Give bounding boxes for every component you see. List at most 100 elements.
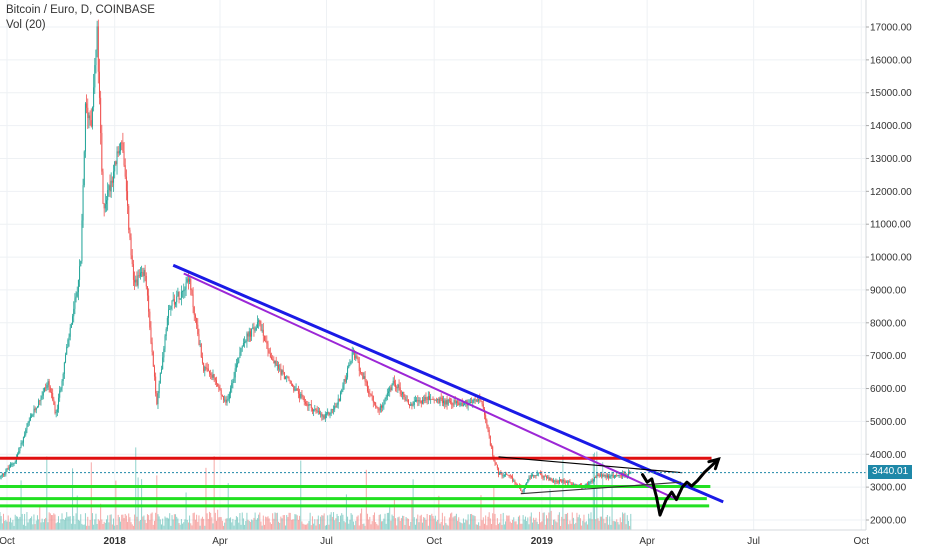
volume-bar xyxy=(498,523,500,530)
volume-bar xyxy=(348,523,350,530)
candle-body xyxy=(189,278,191,282)
candle-body xyxy=(481,400,483,405)
candle-body xyxy=(135,279,137,283)
volume-bar xyxy=(494,513,496,530)
candle-body xyxy=(240,347,242,353)
candle-body xyxy=(45,387,47,389)
candle-body xyxy=(471,402,473,404)
candle-body xyxy=(223,395,225,400)
volume-bar xyxy=(520,523,522,530)
volume-bar xyxy=(516,524,518,530)
candle-body xyxy=(79,266,81,281)
candle-body xyxy=(55,412,57,414)
candle-body xyxy=(130,237,132,256)
candle-body xyxy=(558,479,560,483)
volume-bar xyxy=(572,517,574,530)
volume-bar xyxy=(101,519,103,530)
volume-bar xyxy=(409,525,411,530)
volume-bar xyxy=(245,520,247,530)
volume-bar xyxy=(459,521,461,530)
candle-body xyxy=(472,399,474,403)
volume-bar xyxy=(241,512,243,530)
volume-bar xyxy=(260,521,262,530)
candle-body xyxy=(445,400,447,405)
volume-bar xyxy=(586,524,588,530)
volume-bar xyxy=(361,508,363,530)
volume-bar xyxy=(351,514,353,530)
candle-body xyxy=(156,393,158,405)
candle-body xyxy=(381,405,383,408)
candle-body xyxy=(341,390,343,393)
candle-body xyxy=(127,191,129,206)
candle-body xyxy=(423,399,425,401)
candle-body xyxy=(283,372,285,380)
candle-body xyxy=(274,360,276,364)
volume-bar xyxy=(304,524,306,530)
candle-body xyxy=(123,151,125,166)
price-tick-label: 7000.00 xyxy=(870,351,907,362)
volume-bar xyxy=(61,513,63,530)
candle-body xyxy=(528,477,530,480)
volume-bar xyxy=(447,525,449,530)
time-tick-label: Apr xyxy=(639,536,655,547)
candle-body xyxy=(508,475,510,476)
chart-title: Bitcoin / Euro, D, COINBASE xyxy=(6,4,155,16)
volume-bar xyxy=(386,512,388,530)
volume-bar xyxy=(330,512,332,530)
volume-bar xyxy=(527,517,529,530)
volume-bar xyxy=(372,515,374,530)
volume-bar xyxy=(269,522,271,530)
volume-bar xyxy=(262,515,264,530)
volume-bar xyxy=(383,518,385,530)
candle-body xyxy=(541,474,543,477)
volume-bar xyxy=(505,521,507,530)
candle-body xyxy=(200,344,202,358)
volume-bar xyxy=(577,517,579,530)
candle-body xyxy=(369,393,371,395)
candle-body xyxy=(100,97,102,134)
volume-bar xyxy=(285,525,287,530)
volume-bar xyxy=(223,525,225,530)
volume-bar xyxy=(201,516,203,530)
candle-body xyxy=(63,362,65,374)
volume-bar xyxy=(58,516,60,530)
price-tick-label: 6000.00 xyxy=(870,384,907,395)
volume-bar xyxy=(326,525,328,530)
candle-body xyxy=(26,426,28,430)
volume-bar xyxy=(368,519,370,530)
candle-body xyxy=(495,462,497,465)
volume-bar xyxy=(558,512,560,530)
candle-body xyxy=(288,378,290,381)
time-tick-label: Jul xyxy=(320,536,333,547)
volume-bar xyxy=(344,522,346,530)
volume-bar xyxy=(407,518,409,530)
price-tick-label: 11000.00 xyxy=(870,220,911,231)
candle-body xyxy=(438,398,440,404)
volume-bar xyxy=(540,522,542,530)
candle-body xyxy=(145,275,147,287)
candle-body xyxy=(29,416,31,421)
candle-body xyxy=(151,342,153,353)
candle-body xyxy=(371,395,373,396)
candle-body xyxy=(10,464,12,468)
volume-bar xyxy=(445,522,447,530)
volume-bar xyxy=(547,518,549,530)
volume-bar xyxy=(626,515,628,530)
volume-bar xyxy=(322,515,324,530)
volume-bar xyxy=(152,524,154,530)
candle-body xyxy=(604,475,606,476)
candle-body xyxy=(337,398,339,405)
volume-bar xyxy=(149,520,151,530)
volume-bar xyxy=(109,514,111,530)
candle-body xyxy=(88,115,90,119)
volume-bar xyxy=(317,515,319,530)
candle-body xyxy=(279,368,281,370)
candle-body xyxy=(110,180,112,192)
candle-body xyxy=(74,298,76,309)
candle-body xyxy=(616,475,618,477)
candle-body xyxy=(168,309,170,318)
volume-bar xyxy=(220,517,222,530)
candle-body xyxy=(278,364,280,369)
candle-body xyxy=(87,107,89,119)
